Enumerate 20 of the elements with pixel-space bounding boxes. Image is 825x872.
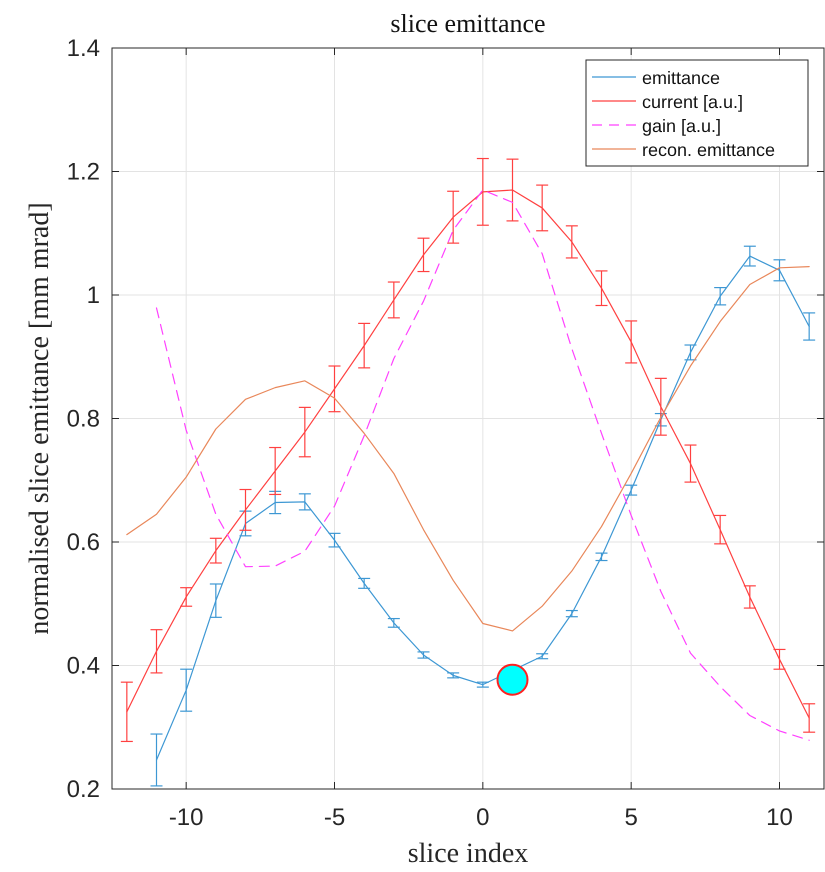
legend-label: gain [a.u.]: [642, 116, 722, 136]
legend-label: recon. emittance: [642, 140, 776, 160]
y-tick-label: 1.2: [66, 158, 100, 186]
legend-label: current [a.u.]: [642, 92, 744, 112]
line-series: [126, 266, 810, 632]
y-tick-label: 0.2: [66, 776, 100, 803]
y-tick-label: 0.6: [66, 529, 100, 556]
chart-title: slice emittance: [390, 9, 546, 38]
legend-label: emittance: [642, 68, 720, 88]
x-tick-label: 5: [624, 804, 638, 831]
y-tick-label: 1.4: [66, 35, 100, 62]
x-axis-title: slice index: [408, 838, 528, 869]
x-tick-label: 10: [766, 804, 793, 831]
x-tick-label: -5: [324, 804, 346, 831]
y-axis-title: normalised slice emittance [mm mrad]: [24, 202, 55, 635]
y-tick-label: 1: [86, 282, 100, 309]
x-tick-label: -10: [168, 804, 204, 831]
y-tick-label: 0.8: [66, 406, 100, 432]
y-tick-label: 0.4: [66, 652, 100, 680]
x-tick-label: 0: [476, 804, 490, 831]
